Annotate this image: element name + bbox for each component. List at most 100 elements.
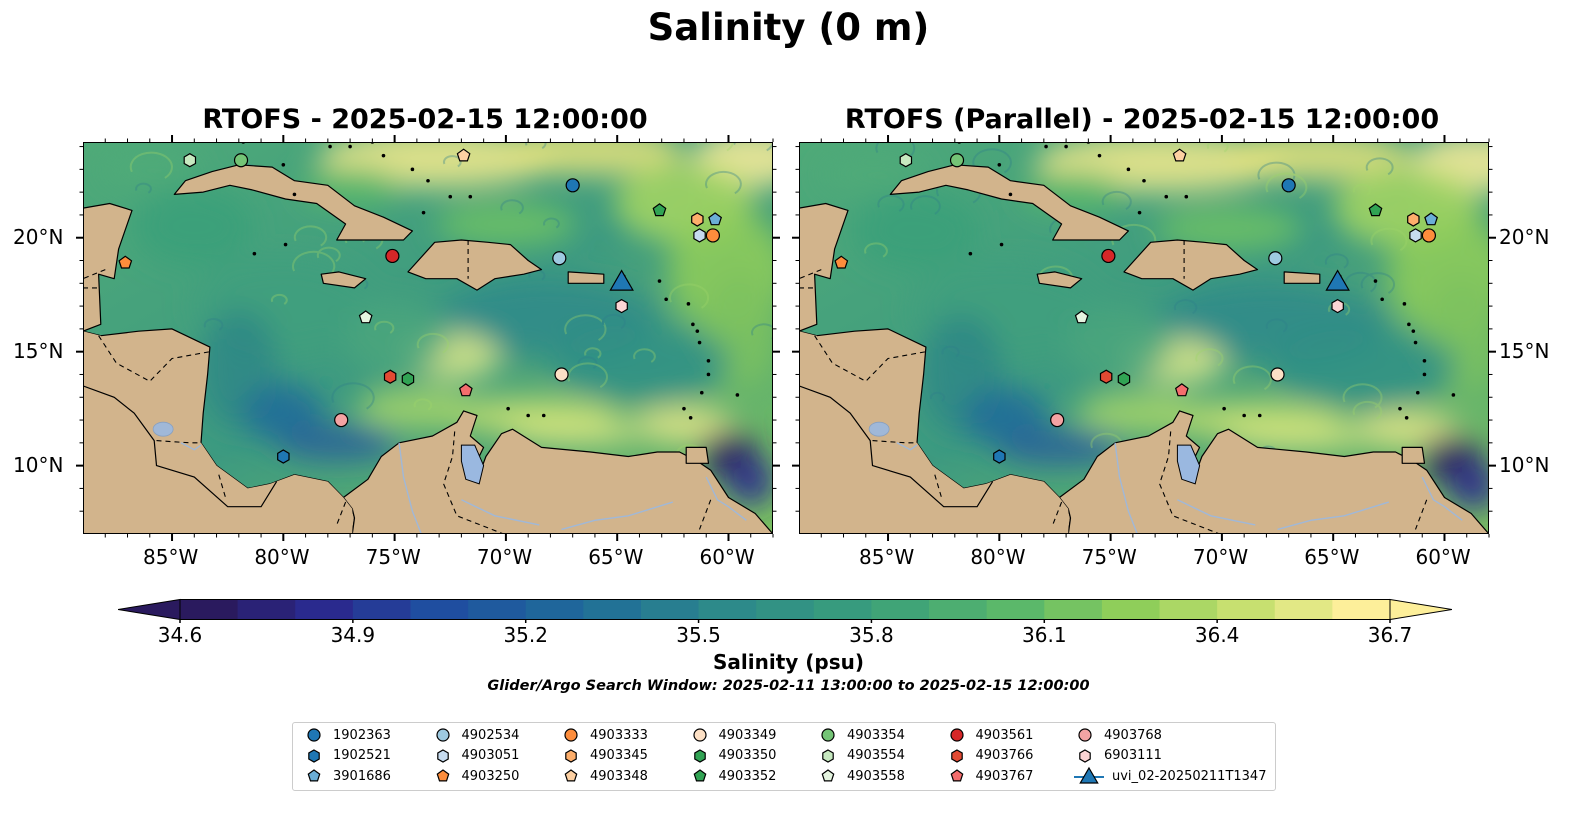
float-marker-1902521[interactable]: [993, 449, 1006, 464]
legend-label: 4903352: [718, 768, 777, 784]
float-marker-1902363[interactable]: [1281, 178, 1296, 193]
legend-label: 4902534: [461, 727, 520, 743]
legend-item-uvi_02-20250211T1347: uvi_02-20250211T1347: [1074, 766, 1266, 786]
legend-item-4903250: 4903250: [432, 766, 520, 786]
legend-label: 3901686: [333, 768, 391, 784]
float-marker-4903554[interactable]: [899, 153, 913, 168]
colorbar-tick-label: 36.1: [1022, 623, 1067, 647]
legend: 1902363 1902521 3901686 4902534 4903051 49032…: [292, 722, 1276, 791]
colorbar: [117, 596, 1453, 627]
float-marker-4902534[interactable]: [1268, 251, 1283, 266]
float-marker-4903352[interactable]: [652, 203, 667, 217]
lon-tick-label: 60°W: [1415, 545, 1471, 569]
legend-label: 4903767: [975, 768, 1034, 784]
legend-item-4903768: 4903768: [1074, 725, 1162, 745]
float-marker-4903766[interactable]: [383, 369, 397, 384]
float-marker-4902534[interactable]: [552, 251, 567, 266]
float-marker-4903333[interactable]: [705, 228, 721, 243]
legend-label: 4903766: [975, 748, 1034, 763]
pentagon-marker-icon: [950, 769, 963, 782]
float-marker-4903554[interactable]: [183, 153, 197, 168]
circle-marker-icon: [1078, 728, 1092, 742]
float-marker-6903111[interactable]: [615, 298, 628, 314]
float-marker-4903768[interactable]: [1050, 412, 1065, 428]
lon-tick-label: 80°W: [254, 545, 310, 569]
float-marker-4903051[interactable]: [1409, 228, 1422, 243]
float-marker-4903333[interactable]: [1421, 228, 1437, 243]
float-marker-uvi_02-20250211T1347[interactable]: [1325, 269, 1350, 291]
circle-marker-icon: [949, 728, 964, 742]
colorbar-tick-label: 35.8: [849, 623, 894, 647]
hexagon-marker-icon: [436, 748, 449, 763]
legend-item-4903554: 4903554: [817, 746, 905, 766]
float-marker-4903352[interactable]: [1368, 203, 1383, 217]
float-marker-4903051[interactable]: [693, 228, 706, 243]
hexagon-marker-icon: [950, 748, 963, 763]
float-marker-4903767[interactable]: [458, 383, 473, 397]
lon-tick-label: 85°W: [143, 545, 199, 569]
hexagon-marker-icon: [693, 748, 706, 763]
float-marker-4903354[interactable]: [949, 153, 965, 168]
float-marker-4903766[interactable]: [1099, 369, 1113, 384]
lon-tick-label: 70°W: [1192, 545, 1249, 569]
legend-label: 4903558: [847, 768, 905, 784]
float-marker-1902521[interactable]: [277, 449, 290, 464]
float-marker-4903350[interactable]: [1117, 371, 1131, 387]
float-marker-4903767[interactable]: [1174, 383, 1189, 397]
float-marker-4903350[interactable]: [401, 371, 415, 387]
float-marker-4903345[interactable]: [691, 212, 704, 227]
legend-item-4903350: 4903350: [689, 746, 777, 766]
lat-tick-label-left: 20°N: [13, 224, 64, 249]
pentagon-marker-icon: [821, 769, 835, 782]
colorbar-label: Salinity (psu): [712, 650, 864, 674]
colorbar-tick-label: 35.5: [676, 623, 721, 647]
float-marker-4903354[interactable]: [233, 153, 249, 168]
legend-item-4903352: 4903352: [689, 766, 777, 786]
legend-item-4903348: 4903348: [560, 766, 648, 786]
figure-title: Salinity (0 m): [647, 6, 930, 49]
colorbar-tick-label: 36.7: [1367, 623, 1413, 647]
map-panel-rtofs-parallel[interactable]: [799, 142, 1489, 534]
legend-label: 4903350: [718, 748, 777, 763]
circle-marker-icon: [821, 728, 835, 742]
legend-item-3901686: 3901686: [303, 766, 391, 786]
float-marker-4903348[interactable]: [1172, 148, 1187, 162]
colorbar-tick-label: 35.2: [503, 623, 548, 647]
hexagon-marker-icon: [565, 748, 577, 763]
legend-item-4903558: 4903558: [817, 766, 905, 786]
float-marker-4903250[interactable]: [834, 255, 849, 269]
float-marker-6903111[interactable]: [1331, 298, 1344, 314]
lon-tick-label: 65°W: [588, 545, 644, 569]
float-marker-4903561[interactable]: [385, 248, 400, 264]
lon-tick-label: 80°W: [970, 545, 1026, 569]
float-marker-4903345[interactable]: [1407, 212, 1420, 227]
float-marker-1902363[interactable]: [565, 178, 580, 193]
colorbar-tick-label: 34.9: [330, 623, 376, 647]
lon-tick-label: 70°W: [476, 545, 533, 569]
legend-item-4903766: 4903766: [946, 746, 1034, 766]
legend-item-4903333: 4903333: [560, 725, 648, 745]
float-marker-4903561[interactable]: [1101, 248, 1116, 264]
legend-item-4903561: 4903561: [946, 725, 1033, 745]
legend-item-6903111: 6903111: [1074, 746, 1162, 766]
hexagon-marker-icon: [822, 748, 834, 763]
float-marker-4903250[interactable]: [118, 255, 133, 269]
float-marker-uvi_02-20250211T1347[interactable]: [609, 269, 634, 291]
legend-label: 4903345: [590, 748, 648, 763]
hexagon-marker-icon: [1079, 748, 1091, 763]
legend-label: 4903250: [461, 768, 520, 784]
legend-item-4903767: 4903767: [946, 766, 1034, 786]
float-marker-4903558[interactable]: [358, 310, 373, 324]
float-marker-3901686[interactable]: [708, 212, 723, 226]
map-panel-rtofs[interactable]: [83, 142, 773, 534]
float-marker-4903349[interactable]: [1270, 367, 1285, 382]
pentagon-marker-icon: [564, 769, 578, 782]
legend-label: 4903348: [590, 768, 648, 784]
float-marker-4903348[interactable]: [456, 148, 471, 162]
float-marker-4903349[interactable]: [554, 367, 569, 382]
float-marker-4903558[interactable]: [1074, 310, 1089, 324]
float-marker-3901686[interactable]: [1424, 212, 1439, 226]
lat-tick-label-right: 20°N: [1499, 224, 1550, 249]
panel-title-rtofs-parallel: RTOFS (Parallel) - 2025-02-15 12:00:00: [844, 104, 1440, 135]
float-marker-4903768[interactable]: [334, 412, 349, 428]
